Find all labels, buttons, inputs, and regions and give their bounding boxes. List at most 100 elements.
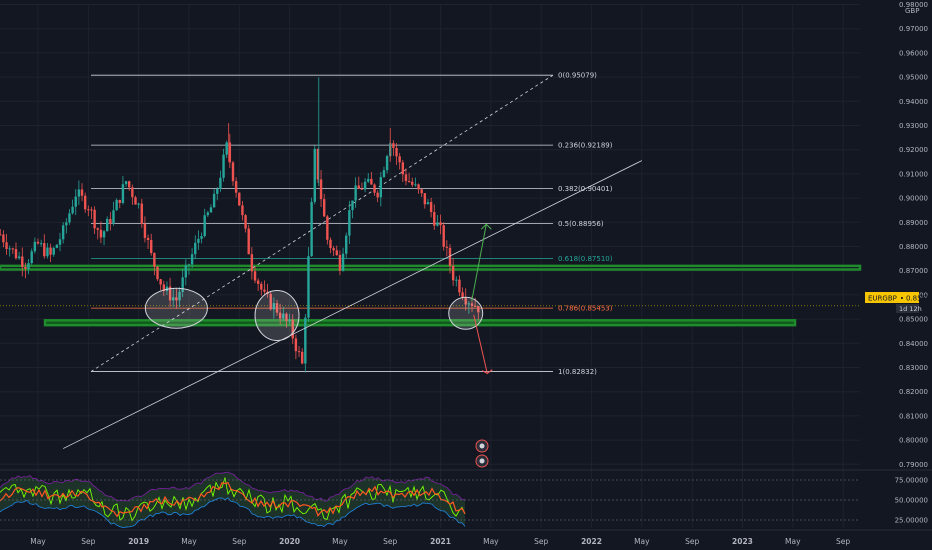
- time-axis[interactable]: May Sep 2019 May Sep 2020 May Sep 2021 May Sep 2022…: [0, 529, 932, 546]
- candle-body: [137, 203, 140, 205]
- candle-body: [291, 319, 294, 339]
- price-tick-label: 0.82000: [899, 388, 928, 396]
- candle-body: [316, 148, 320, 180]
- candle-body: [313, 148, 316, 202]
- candle-body: [2, 234, 5, 243]
- price-tick-label: 0.79000: [899, 461, 928, 469]
- indicator-tick-label: 25.00000: [895, 517, 928, 525]
- last-price-tag: EURGBP•0.85554 1d 12h: [865, 292, 932, 313]
- fib-level-label: 0.618(0.87510): [558, 255, 613, 263]
- candle-body: [348, 210, 351, 236]
- candle-body: [143, 223, 147, 238]
- candle-body: [162, 284, 165, 291]
- candle-body: [304, 317, 307, 364]
- candle-body: [363, 181, 367, 190]
- candle-body: [269, 293, 272, 310]
- candle-body: [319, 179, 323, 200]
- fib-level-label: 0(0.95079): [558, 72, 597, 80]
- candle-body: [168, 286, 172, 301]
- candle-body: [458, 279, 461, 293]
- candle-body: [338, 255, 342, 271]
- highlight-ellipse[interactable]: [254, 289, 300, 341]
- candle-body: [200, 236, 203, 239]
- time-tick-label: 2023: [732, 537, 753, 546]
- candle-body: [310, 201, 313, 257]
- time-tick-label: Sep: [232, 537, 246, 546]
- candle-body: [187, 264, 191, 266]
- drawings[interactable]: [62, 160, 643, 449]
- candle-body: [0, 234, 2, 236]
- price-tag-box: [865, 292, 919, 303]
- candle-body: [326, 216, 329, 240]
- candle-body: [77, 189, 81, 197]
- highlight-ellipse[interactable]: [144, 287, 208, 329]
- lower-support-zone: [43, 319, 797, 327]
- candle-body: [467, 303, 471, 305]
- candle-body: [272, 303, 276, 310]
- candle-body: [112, 210, 115, 224]
- candle-body: [99, 229, 103, 238]
- price-tick-label: 0.88000: [899, 243, 928, 251]
- price-tick-label: 0.97000: [899, 25, 928, 33]
- time-tick-label: May: [785, 537, 801, 546]
- candle-body: [345, 235, 348, 254]
- price-tick-label: 0.84000: [899, 340, 928, 348]
- candle-body: [128, 181, 131, 188]
- candle-body: [109, 218, 112, 224]
- candle-body: [190, 254, 194, 265]
- time-tick-label: Sep: [836, 537, 850, 546]
- highlight-ellipse[interactable]: [448, 296, 484, 330]
- news-event-dot: [479, 443, 485, 449]
- bearish-arrow[interactable]: [473, 314, 488, 374]
- fib-trend-line[interactable]: [90, 74, 554, 372]
- candle-body: [87, 209, 90, 211]
- indicator-slow-line: [0, 481, 466, 518]
- candle-body: [439, 222, 442, 226]
- candle-body: [288, 319, 291, 321]
- fibonacci-retracement[interactable]: 0(0.95079) 0.236(0.92189) 0.382(0.90401) 0.…: [90, 72, 613, 376]
- candle-body: [131, 187, 134, 198]
- price-tick-label: 0.94000: [899, 98, 928, 106]
- candle-body: [118, 199, 121, 203]
- event-markers[interactable]: [475, 439, 489, 468]
- candle-body: [231, 162, 235, 182]
- fib-level-label: 0.786(0.85453): [558, 305, 613, 313]
- candle-body: [80, 189, 84, 196]
- candle-body: [414, 184, 417, 186]
- candle-body: [401, 162, 405, 175]
- candle-body: [216, 188, 219, 194]
- candle-body: [455, 279, 458, 281]
- indicator-tick-label: 50.00000: [895, 497, 928, 505]
- candle-body: [464, 297, 467, 305]
- candle-body: [357, 185, 360, 189]
- candle-body: [21, 256, 24, 267]
- candle-body: [247, 228, 250, 255]
- price-tick-label: 0.95000: [899, 74, 928, 82]
- candle-body: [335, 250, 338, 256]
- oscillator-pane[interactable]: 75.00000 50.00000 25.00000: [0, 469, 932, 529]
- candle-body: [121, 184, 125, 203]
- candle-body: [300, 351, 304, 364]
- candle-body: [74, 196, 77, 207]
- candle-body: [473, 305, 477, 307]
- candle-body: [407, 181, 411, 183]
- candle-body: [382, 170, 386, 178]
- news-event-dot: [479, 458, 485, 464]
- candle-body: [134, 197, 137, 205]
- candle-body: [426, 202, 430, 205]
- candle-body: [197, 238, 200, 243]
- candle-body: [442, 225, 445, 247]
- candle-body: [49, 247, 52, 255]
- candle-body: [178, 291, 181, 301]
- bullish-arrow[interactable]: [471, 224, 487, 302]
- candle-body: [11, 248, 15, 250]
- time-tick-label: Sep: [685, 537, 699, 546]
- candle-body: [36, 241, 40, 244]
- bullish-arrow-head: [480, 223, 492, 230]
- trend-line[interactable]: [62, 160, 643, 449]
- candle-body: [90, 209, 93, 211]
- candle-body: [360, 188, 364, 190]
- time-tick-label: May: [483, 537, 499, 546]
